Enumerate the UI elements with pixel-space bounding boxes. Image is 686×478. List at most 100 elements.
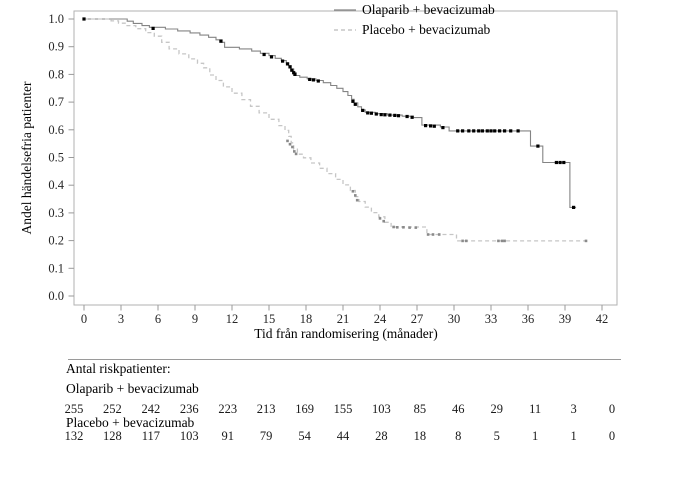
censor-mark (219, 39, 223, 43)
y-tick-label: 0.2 (48, 234, 64, 248)
censor-mark (269, 55, 274, 59)
risk-value: 213 (257, 402, 276, 416)
risk-value: 8 (455, 429, 461, 443)
censor-mark (503, 239, 506, 243)
censor-mark (584, 239, 588, 243)
risk-value: 1 (570, 429, 576, 443)
censor-mark (382, 219, 385, 223)
censor-mark (292, 71, 296, 75)
censor-mark (402, 226, 405, 229)
censor-mark (311, 78, 315, 82)
risk-value: 28 (375, 429, 388, 443)
risk-value: 0 (609, 402, 615, 416)
censor-mark (431, 233, 435, 236)
censor-mark (316, 79, 320, 83)
risk-value: 169 (295, 402, 314, 416)
x-tick-label: 12 (226, 312, 239, 326)
censor-mark (286, 139, 289, 143)
censor-mark (465, 239, 468, 243)
censor-mark (281, 59, 285, 63)
x-tick-label: 3 (118, 312, 124, 326)
y-tick-label: 0.5 (48, 151, 64, 165)
censor-mark (516, 129, 520, 133)
risk-value: 128 (103, 429, 122, 443)
survival-curves (84, 18, 588, 242)
risk-value: 103 (180, 429, 199, 443)
censor-mark (472, 129, 476, 133)
censor-mark (361, 108, 365, 112)
risk-value: 11 (529, 402, 541, 416)
censor-mark (291, 145, 294, 149)
censor-mark (374, 112, 378, 116)
censor-mark (562, 160, 566, 165)
censor-mark (554, 160, 558, 165)
x-tick-label: 36 (522, 312, 535, 326)
censor-mark (536, 144, 540, 148)
censor-mark (485, 129, 489, 133)
censor-mark (308, 77, 312, 81)
censor-mark (437, 233, 441, 236)
censor-mark (405, 114, 409, 119)
km-curve-olaparib (84, 18, 577, 208)
risk-value: 242 (142, 402, 161, 416)
legend-label-placebo: Placebo + bevacizumab (362, 22, 491, 37)
censor-mark (503, 129, 507, 133)
risk-row-olaparib: 255 252 242 236 223 213 169 155 103 85 46 29 11 3 0 (65, 402, 616, 416)
censor-mark (379, 113, 383, 117)
censor-mark (572, 205, 576, 209)
censor-mark (353, 102, 357, 106)
risk-value: 1 (532, 429, 538, 443)
censor-mark (294, 152, 298, 156)
censor-mark (366, 111, 370, 115)
censor-mark (393, 113, 397, 117)
risk-value: 44 (337, 429, 350, 443)
censor-mark (355, 198, 359, 202)
censor-mark (396, 114, 401, 118)
x-tick-label: 30 (448, 312, 461, 326)
censor-mark (424, 124, 428, 128)
censor-mark (558, 160, 562, 165)
censor-mark (288, 65, 292, 69)
censor-mark (497, 239, 500, 243)
risk-row-label-olaparib: Olaparib + bevacizumab (66, 381, 199, 396)
censor-mark (285, 62, 290, 66)
risk-row-placebo: 132 128 117 103 91 79 54 44 28 18 8 5 1 1 0 (65, 429, 616, 443)
y-tick-label: 0.4 (48, 178, 64, 192)
censor-mark (467, 129, 471, 133)
censor-mark (500, 239, 504, 243)
censor-mark (383, 113, 387, 117)
censor-mark (509, 129, 513, 133)
x-tick-label: 21 (337, 312, 350, 326)
y-tick-label: 0.9 (48, 40, 64, 54)
risk-value: 132 (65, 429, 84, 443)
censor-mark (293, 150, 296, 153)
censor-mark (477, 129, 481, 133)
x-tick-label: 0 (81, 312, 87, 326)
risk-value: 79 (260, 429, 273, 443)
censor-mark (396, 226, 399, 229)
y-axis: 0.0 0.1 0.2 0.3 0.4 0.5 0.6 0.7 0.8 0.9 1.0 (48, 12, 74, 303)
risk-value: 54 (298, 429, 311, 443)
censor-mark (493, 129, 497, 133)
risk-value: 252 (103, 402, 122, 416)
censor-mark (432, 124, 436, 128)
censor-marks (82, 17, 588, 243)
censor-mark (429, 124, 433, 128)
legend: Olaparib + bevacizumab Placebo + bevaciz… (334, 2, 495, 37)
censor-mark (461, 129, 465, 133)
censor-mark (456, 129, 460, 133)
censor-mark (378, 217, 382, 220)
censor-mark (410, 115, 414, 119)
censor-mark (290, 68, 294, 72)
x-tick-label: 27 (411, 312, 424, 326)
risk-value: 117 (142, 429, 160, 443)
risk-value: 5 (494, 429, 500, 443)
y-axis-title: Andel händelsefria patienter (19, 81, 34, 234)
x-tick-label: 6 (155, 312, 161, 326)
censor-mark (351, 99, 355, 103)
x-tick-label: 18 (300, 312, 313, 326)
censor-mark (392, 225, 395, 229)
x-tick-label: 33 (485, 312, 498, 326)
risk-table: Antal riskpatienter: Olaparib + bevacizu… (65, 359, 621, 443)
